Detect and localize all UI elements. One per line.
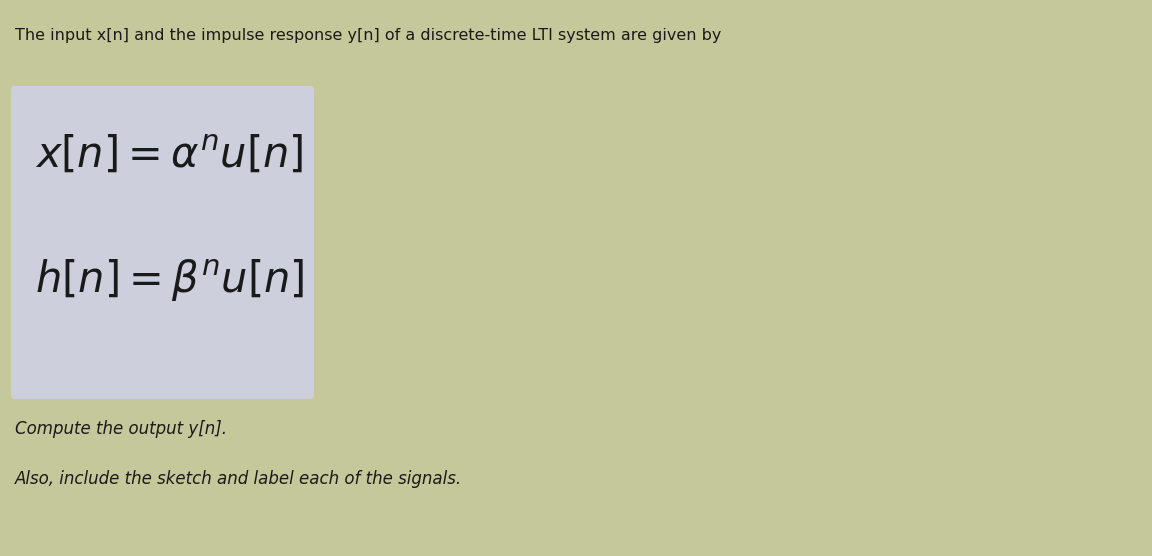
- Text: Also, include the sketch and label each of the signals.: Also, include the sketch and label each …: [15, 470, 462, 488]
- Text: The input x[n] and the impulse response y[n] of a discrete-time LTI system are g: The input x[n] and the impulse response …: [15, 28, 721, 43]
- FancyBboxPatch shape: [12, 86, 314, 399]
- Text: $h[n] = \beta^n u[n]$: $h[n] = \beta^n u[n]$: [35, 257, 304, 303]
- Text: Compute the output y[n].: Compute the output y[n].: [15, 420, 227, 438]
- Text: $x[n] = \alpha^n u[n]$: $x[n] = \alpha^n u[n]$: [35, 134, 303, 176]
